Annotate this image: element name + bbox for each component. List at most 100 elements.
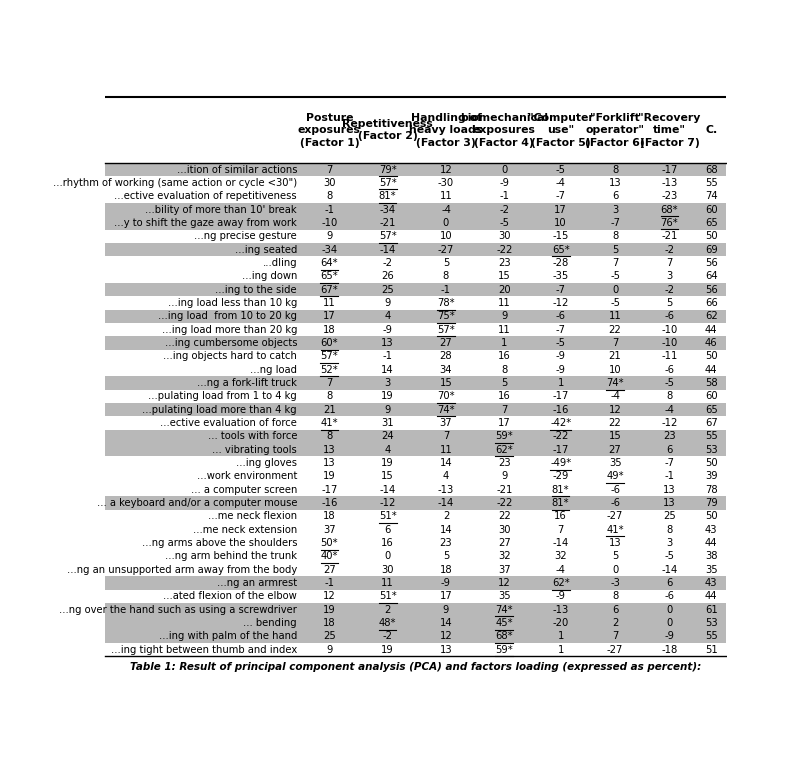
Text: 74: 74: [705, 191, 718, 201]
Text: -23: -23: [662, 191, 678, 201]
Text: 6: 6: [667, 578, 673, 588]
Text: 17: 17: [323, 311, 335, 321]
Text: ...ing objects hard to catch: ...ing objects hard to catch: [163, 352, 297, 361]
Text: 53: 53: [705, 618, 718, 628]
Text: -14: -14: [380, 485, 396, 495]
Text: -5: -5: [664, 378, 675, 388]
Text: 51*: 51*: [379, 591, 397, 601]
Text: 8: 8: [326, 431, 332, 441]
Text: 66: 66: [705, 298, 718, 308]
Text: 15: 15: [608, 431, 621, 441]
Text: 3: 3: [612, 205, 618, 215]
Text: 23: 23: [498, 258, 511, 268]
Bar: [105, 203, 726, 216]
Text: ...ng arms above the shoulders: ...ng arms above the shoulders: [141, 538, 297, 548]
Text: 7: 7: [612, 258, 618, 268]
Text: ...ng an unsupported arm away from the body: ...ng an unsupported arm away from the b…: [67, 565, 297, 575]
Text: 62*: 62*: [495, 444, 513, 455]
Bar: [105, 577, 726, 590]
Text: ...ing down: ...ing down: [242, 272, 297, 282]
Text: 57*: 57*: [321, 352, 339, 361]
Text: 50: 50: [705, 352, 718, 361]
Text: 19: 19: [323, 605, 335, 615]
Text: 60: 60: [705, 391, 718, 401]
Text: 16: 16: [498, 352, 511, 361]
Text: 76*: 76*: [661, 218, 679, 228]
Text: 8: 8: [667, 525, 673, 535]
Text: 81*: 81*: [552, 498, 570, 508]
Text: 69: 69: [705, 244, 718, 255]
Text: 27: 27: [323, 565, 335, 575]
Text: 56: 56: [705, 258, 718, 268]
Text: 21: 21: [323, 405, 335, 415]
Text: 13: 13: [323, 458, 335, 468]
Text: ...ing gloves: ...ing gloves: [236, 458, 297, 468]
Text: 44: 44: [705, 538, 718, 548]
Text: 62*: 62*: [552, 578, 570, 588]
Text: ...ng a fork-lift truck: ...ng a fork-lift truck: [197, 378, 297, 388]
Text: ...ing seated: ...ing seated: [234, 244, 297, 255]
Text: 17: 17: [554, 205, 567, 215]
Text: ...ing cumbersome objects: ...ing cumbersome objects: [165, 338, 297, 348]
Text: -12: -12: [380, 498, 396, 508]
Text: -7: -7: [610, 218, 620, 228]
Text: 12: 12: [323, 591, 335, 601]
Text: 6: 6: [385, 525, 391, 535]
Text: -7: -7: [556, 325, 566, 335]
Text: 19: 19: [381, 391, 394, 401]
Text: 19: 19: [381, 645, 394, 654]
Text: -9: -9: [383, 325, 393, 335]
Text: 13: 13: [440, 645, 452, 654]
Text: 65: 65: [705, 405, 718, 415]
Text: ...ng arm behind the trunk: ...ng arm behind the trunk: [165, 552, 297, 562]
Text: 6: 6: [667, 444, 673, 455]
Text: 23: 23: [663, 431, 675, 441]
Text: 43: 43: [705, 578, 718, 588]
Text: 23: 23: [440, 538, 452, 548]
Text: 16: 16: [498, 391, 511, 401]
Text: 0: 0: [501, 164, 507, 174]
Text: -13: -13: [553, 605, 569, 615]
Text: 18: 18: [440, 565, 452, 575]
Text: 35: 35: [705, 565, 718, 575]
Text: -6: -6: [664, 311, 675, 321]
Text: -2: -2: [664, 285, 675, 295]
Text: 59*: 59*: [495, 431, 513, 441]
Text: 8: 8: [326, 191, 332, 201]
Text: -34: -34: [380, 205, 396, 215]
Text: -20: -20: [553, 618, 569, 628]
Text: 79*: 79*: [379, 164, 397, 174]
Text: 61: 61: [705, 605, 718, 615]
Text: -9: -9: [556, 352, 566, 361]
Text: -4: -4: [556, 565, 566, 575]
Text: 5: 5: [612, 244, 618, 255]
Text: 7: 7: [612, 338, 618, 348]
Text: 46: 46: [705, 338, 718, 348]
Text: -18: -18: [662, 645, 678, 654]
Text: 9: 9: [501, 311, 507, 321]
Bar: [105, 630, 726, 643]
Text: 11: 11: [323, 298, 335, 308]
Text: 13: 13: [608, 178, 621, 188]
Text: -11: -11: [662, 352, 678, 361]
Bar: [105, 216, 726, 230]
Text: 55: 55: [705, 632, 718, 642]
Text: -16: -16: [553, 405, 569, 415]
Text: Table 1: Result of principal component analysis (PCA) and factors loading (expre: Table 1: Result of principal component a…: [129, 662, 701, 672]
Text: 18: 18: [323, 511, 335, 521]
Text: 18: 18: [323, 618, 335, 628]
Text: -22: -22: [553, 431, 569, 441]
Text: 68: 68: [705, 164, 718, 174]
Text: 8: 8: [443, 272, 449, 282]
Text: -6: -6: [664, 591, 675, 601]
Text: -4: -4: [441, 205, 451, 215]
Text: 1: 1: [558, 645, 564, 654]
Text: 37: 37: [440, 418, 452, 428]
Text: 7: 7: [501, 405, 507, 415]
Text: 22: 22: [498, 511, 511, 521]
Text: 11: 11: [608, 311, 621, 321]
Text: -21: -21: [380, 218, 396, 228]
Text: 5: 5: [667, 298, 673, 308]
Bar: [105, 603, 726, 616]
Text: -27: -27: [607, 645, 623, 654]
